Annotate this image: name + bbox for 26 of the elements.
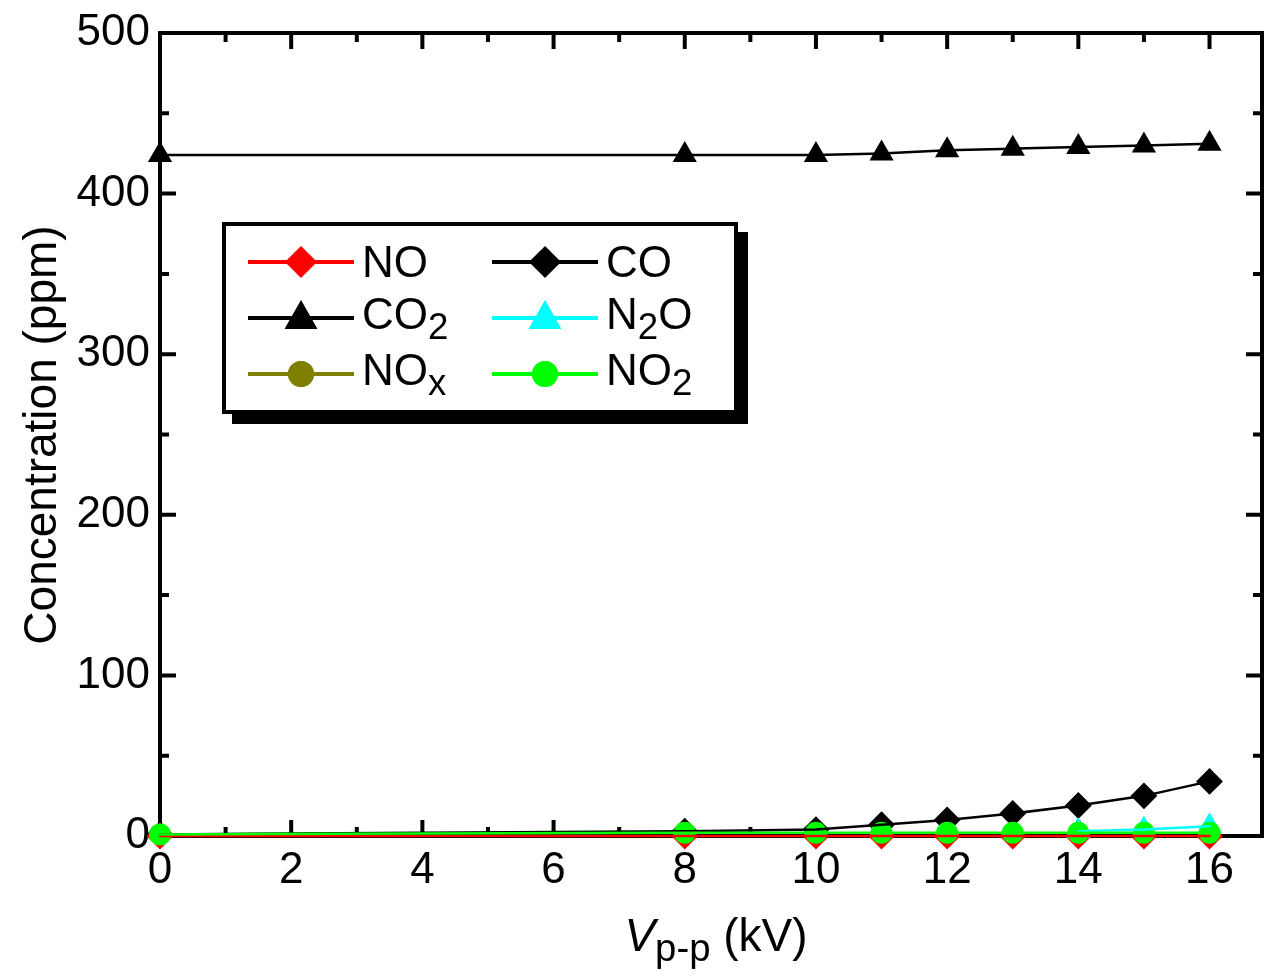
x-tick-label: 14 bbox=[1053, 842, 1103, 892]
legend-label: NO$_{2}$ bbox=[606, 344, 693, 404]
y-tick-label: 100 bbox=[76, 647, 150, 697]
legend-label: NO bbox=[362, 237, 428, 287]
point bbox=[1196, 768, 1223, 795]
point bbox=[1066, 134, 1090, 155]
legend-label: NO$_{x}$ bbox=[362, 344, 447, 404]
point bbox=[148, 142, 172, 163]
x-tick-label: 6 bbox=[541, 842, 566, 892]
x-tick-label: 16 bbox=[1185, 842, 1234, 892]
legend-label: CO$_{2}$ bbox=[362, 288, 449, 347]
x-tick-label: 2 bbox=[278, 842, 304, 892]
y-tick-label: 500 bbox=[76, 5, 150, 55]
y-axis-title: Concentration (ppm) bbox=[13, 225, 67, 645]
legend-label: CO bbox=[606, 237, 672, 287]
y-tick-label: 400 bbox=[76, 165, 150, 215]
x-tick-label: 10 bbox=[791, 842, 841, 892]
legend-label: N$_{2}$O bbox=[606, 288, 693, 347]
x-axis-title: V$_{p-p}$ (kV) bbox=[623, 908, 809, 971]
y-tick-label: 0 bbox=[125, 808, 150, 858]
y-tick-label: 200 bbox=[76, 486, 150, 536]
point bbox=[1198, 130, 1221, 151]
x-tick-label: 8 bbox=[672, 842, 697, 892]
y-tick-label: 300 bbox=[76, 326, 150, 376]
x-tick-label: 4 bbox=[410, 842, 435, 892]
x-tick-label: 12 bbox=[922, 842, 972, 892]
